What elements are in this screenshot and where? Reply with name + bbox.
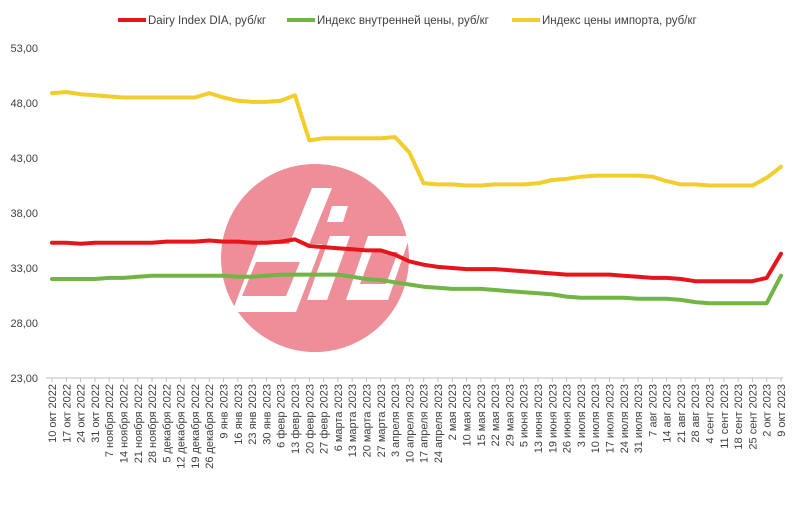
x-tick-label: 3 июля 2023 [576,384,588,447]
x-tick-label: 17 апреля 2023 [419,384,431,463]
x-tick-label: 14 ноября 2022 [118,384,130,463]
x-tick-label: 5 июня 2023 [519,384,531,447]
x-tick-label: 21 ноября 2022 [133,384,145,463]
x-tick-label: 13 июня 2023 [533,384,545,453]
x-tick-label: 2 окт 2023 [762,384,774,437]
y-axis: 23,00 28,00 33,00 38,00 43,00 48,00 53,00 [10,43,38,385]
y-tick-label: 53,00 [10,43,38,55]
dia-logo-watermark [221,164,410,352]
series-line-0 [50,237,783,284]
x-tick-label: 10 июля 2023 [590,384,602,453]
x-tick-label: 13 февр 2023 [290,384,302,454]
x-tick-label: 24 июля 2023 [619,384,631,453]
x-tick-label: 23 янв 2023 [247,384,259,445]
legend: Dairy Index DIA, руб/кг Индекс внутренней… [118,15,697,27]
y-tick-label: 48,00 [10,98,38,110]
x-tick-label: 16 янв 2023 [233,384,245,445]
x-tick-label: 24 окт 2022 [76,384,88,443]
x-tick-label: 4 сент 2023 [705,384,717,443]
series-line-2 [50,90,783,188]
x-tick-label: 13 марта 2023 [347,384,359,457]
x-tick-label: 26 декабря 2022 [204,384,216,469]
x-tick-label: 10 мая 2023 [462,384,474,446]
x-tick-label: 5 декабря 2022 [161,384,173,463]
x-tick-label: 6 марта 2023 [333,384,345,451]
x-tick-label: 9 окт 2023 [776,384,788,437]
x-tick-label: 29 мая 2023 [504,384,516,446]
x-tick-label: 30 янв 2023 [261,384,273,445]
logo-letters [232,188,410,312]
x-tick-label: 24 апреля 2023 [433,384,445,463]
x-tick-label: 3 апреля 2023 [390,384,402,457]
x-tick-label: 6 февр 2023 [276,384,288,448]
series-line-1 [50,272,783,306]
y-tick-label: 38,00 [10,208,38,220]
x-tick-label: 14 авг 2023 [662,384,674,443]
x-tick-label: 21 авг 2023 [676,384,688,443]
x-tick-label: 7 ноября 2022 [104,384,116,457]
x-tick-label: 10 окт 2022 [47,384,59,443]
legend-label-1: Индекс внутренней цены, руб/кг [317,15,489,27]
x-tick-label: 15 мая 2023 [476,384,488,446]
y-tick-label: 33,00 [10,263,38,275]
x-tick-label: 17 июля 2023 [604,384,616,453]
x-axis: 10 окт 2022 17 окт 2022 24 окт 2022 31 окт … [46,377,788,469]
y-tick-label: 23,00 [10,373,38,385]
x-tick-label: 25 сент 2023 [747,384,759,450]
x-tick-label: 31 окт 2022 [90,384,102,443]
x-tick-label: 12 декабря 2022 [176,384,188,469]
x-tick-label: 9 янв 2023 [219,384,231,439]
x-tick-label: 26 июня 2023 [562,384,574,453]
x-tick-label: 28 ноября 2022 [147,384,159,463]
y-tick-label: 43,00 [10,153,38,165]
x-tick-label: 7 авг 2023 [647,384,659,437]
x-tick-label: 17 окт 2022 [61,384,73,443]
x-tick-label: 10 апреля 2023 [404,384,416,463]
series-layer [50,90,783,306]
x-tick-label: 20 марта 2023 [361,384,373,457]
x-tick-label: 27 февр 2023 [319,384,331,454]
x-tick-label: 19 июня 2023 [547,384,559,453]
x-tick-label: 27 марта 2023 [376,384,388,457]
x-tick-label: 18 сент 2023 [733,384,745,450]
x-tick-label: 28 авг 2023 [690,384,702,443]
x-tick-label: 2 мая 2023 [447,384,459,440]
x-tick-label: 20 февр 2023 [304,384,316,454]
x-tick-label: 22 мая 2023 [490,384,502,446]
y-tick-label: 28,00 [10,318,38,330]
x-tick-label: 19 декабря 2022 [190,384,202,469]
x-tick-label: 11 сент 2023 [719,384,731,449]
legend-label-0: Dairy Index DIA, руб/кг [148,15,266,27]
legend-label-2: Индекс цены импорта, руб/кг [542,15,697,27]
x-tick-label: 31 июля 2023 [633,384,645,453]
